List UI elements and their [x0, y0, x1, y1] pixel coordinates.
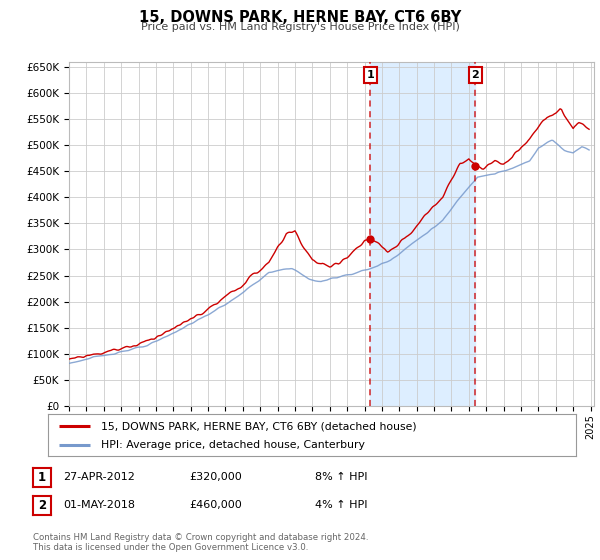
Text: 4% ↑ HPI: 4% ↑ HPI: [315, 500, 367, 510]
Text: HPI: Average price, detached house, Canterbury: HPI: Average price, detached house, Cant…: [101, 440, 365, 450]
Text: 27-APR-2012: 27-APR-2012: [63, 472, 135, 482]
Text: £460,000: £460,000: [189, 500, 242, 510]
Text: Contains HM Land Registry data © Crown copyright and database right 2024.: Contains HM Land Registry data © Crown c…: [33, 533, 368, 542]
Text: £320,000: £320,000: [189, 472, 242, 482]
Text: This data is licensed under the Open Government Licence v3.0.: This data is licensed under the Open Gov…: [33, 543, 308, 552]
Text: 01-MAY-2018: 01-MAY-2018: [63, 500, 135, 510]
Text: 1: 1: [38, 470, 46, 484]
Text: 2: 2: [38, 498, 46, 512]
Text: 15, DOWNS PARK, HERNE BAY, CT6 6BY: 15, DOWNS PARK, HERNE BAY, CT6 6BY: [139, 10, 461, 25]
Text: 8% ↑ HPI: 8% ↑ HPI: [315, 472, 367, 482]
Text: 1: 1: [367, 70, 374, 80]
Text: Price paid vs. HM Land Registry's House Price Index (HPI): Price paid vs. HM Land Registry's House …: [140, 22, 460, 32]
Text: 2: 2: [472, 70, 479, 80]
Text: 15, DOWNS PARK, HERNE BAY, CT6 6BY (detached house): 15, DOWNS PARK, HERNE BAY, CT6 6BY (deta…: [101, 421, 416, 431]
Bar: [370, 62, 475, 406]
